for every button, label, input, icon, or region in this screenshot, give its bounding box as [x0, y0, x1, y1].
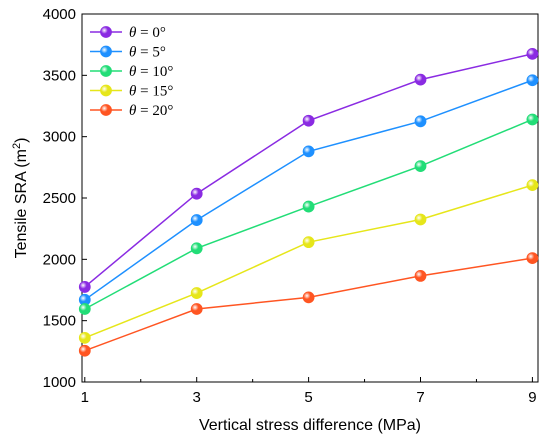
legend-label-value: = 5° — [136, 45, 165, 61]
data-point — [526, 74, 539, 87]
data-point — [78, 344, 91, 357]
legend-label: θ = 20° — [129, 103, 173, 119]
x-tick-label: 9 — [528, 389, 536, 406]
data-point — [190, 242, 203, 255]
data-point — [302, 200, 315, 213]
x-tick-label: 3 — [193, 389, 201, 406]
data-point — [302, 291, 315, 304]
legend-label-symbol: θ — [129, 103, 137, 119]
data-point — [526, 179, 539, 192]
axis-ticks: 1000 1500 2000 2500 3000 3500 4000 1 3 5 7 9 — [43, 6, 537, 406]
data-point — [190, 287, 203, 299]
data-point — [526, 47, 539, 60]
y-tick-label: 2500 — [43, 190, 76, 207]
data-point — [78, 331, 91, 344]
y-tick-label: 1500 — [43, 313, 76, 330]
legend-marker — [100, 84, 112, 97]
data-point — [414, 73, 427, 86]
y-axis-title-main: Tensile SRA (m — [13, 149, 30, 258]
y-tick-label: 4000 — [43, 6, 76, 23]
legend-marker — [100, 45, 112, 58]
y-tick-label: 3000 — [43, 129, 76, 146]
x-axis-title: Vertical stress difference (MPa) — [199, 417, 421, 434]
series-layer — [78, 47, 539, 357]
legend-label-value: = 20° — [136, 103, 173, 119]
legend: θ = 0°θ = 5°θ = 10°θ = 15°θ = 20° — [90, 25, 173, 119]
legend-label: θ = 10° — [129, 64, 173, 80]
y-tick-label: 1000 — [43, 374, 76, 391]
y-tick-label: 2000 — [43, 251, 76, 268]
data-point — [414, 213, 427, 226]
y-tick-label: 3500 — [43, 67, 76, 84]
data-point — [526, 113, 539, 126]
x-tick-label: 7 — [416, 389, 424, 406]
legend-label-value: = 10° — [136, 64, 173, 80]
y-axis-title-sup: 2 — [11, 143, 23, 149]
data-point — [302, 145, 315, 158]
data-point — [78, 303, 91, 315]
legend-label-symbol: θ — [129, 25, 137, 41]
legend-label-symbol: θ — [129, 64, 137, 80]
data-point — [414, 115, 427, 128]
legend-label: θ = 15° — [129, 84, 173, 100]
data-point — [302, 236, 315, 249]
legend-label-value: = 0° — [136, 25, 165, 41]
legend-label-symbol: θ — [129, 45, 137, 61]
data-point — [302, 114, 315, 127]
x-tick-label: 1 — [81, 389, 89, 406]
legend-marker — [100, 104, 112, 116]
legend-label-symbol: θ — [129, 84, 137, 100]
data-point — [78, 281, 91, 293]
y-axis-title-close: ) — [13, 138, 30, 143]
data-point — [526, 252, 539, 265]
legend-marker — [100, 26, 112, 38]
data-point — [414, 160, 427, 173]
data-point — [414, 269, 427, 282]
legend-label: θ = 5° — [129, 45, 166, 61]
legend-label-value: = 15° — [136, 84, 173, 100]
legend-label: θ = 0° — [129, 25, 166, 41]
y-axis-title: Tensile SRA (m2) — [11, 138, 30, 259]
x-tick-label: 5 — [304, 389, 312, 406]
data-point — [190, 187, 203, 200]
legend-marker — [100, 65, 112, 77]
data-point — [190, 303, 203, 315]
data-point — [190, 214, 203, 226]
